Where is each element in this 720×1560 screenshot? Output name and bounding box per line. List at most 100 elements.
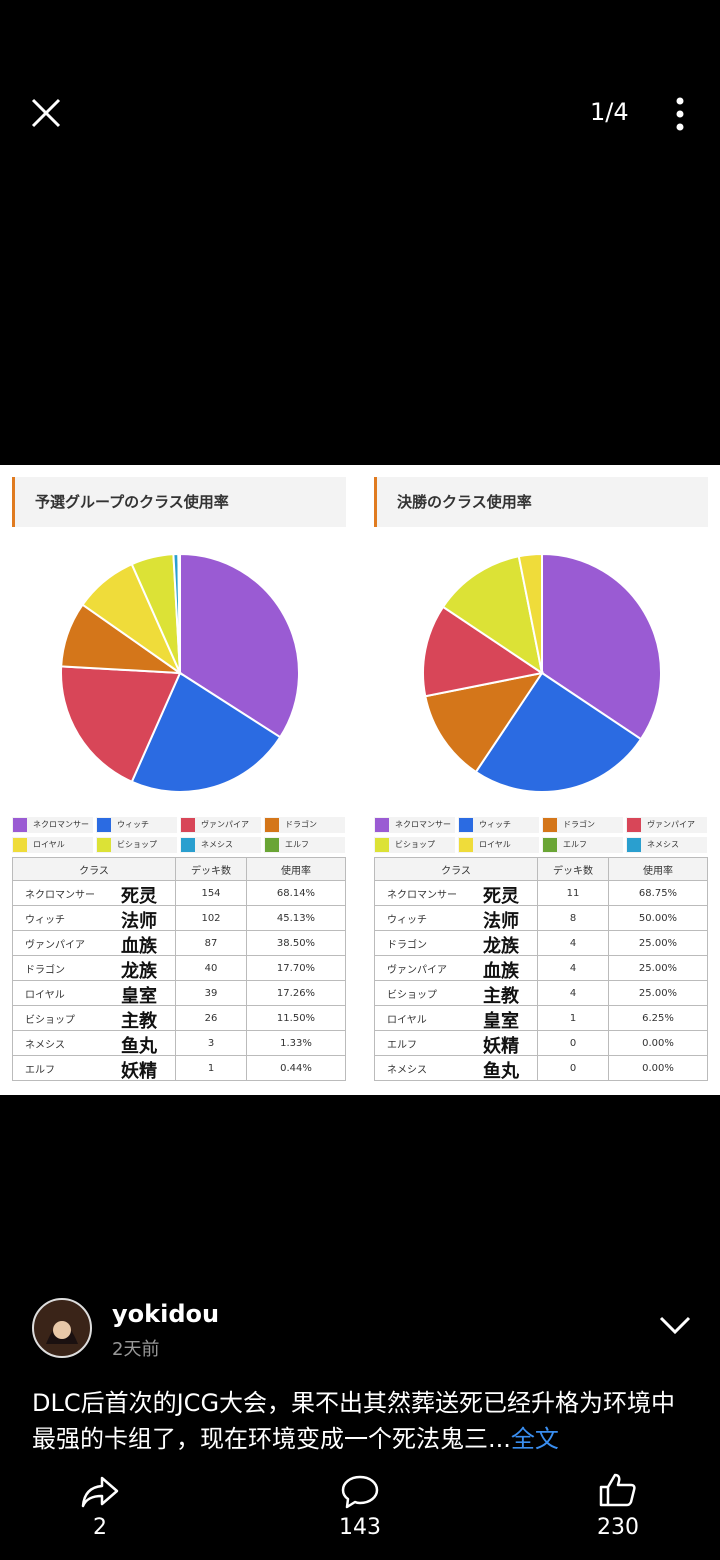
share-count: 2 xyxy=(93,1515,107,1540)
class-name: ウィッチ xyxy=(387,914,427,926)
deck-count: 1 xyxy=(537,1005,609,1031)
post-time: 2天前 xyxy=(112,1339,160,1360)
legend-label: ネクロマンサー xyxy=(33,820,89,829)
table-row: ウィッチ 法师 102 45.13% xyxy=(12,905,346,932)
legend-item: ヴァンパイア xyxy=(180,817,261,833)
deck-count: 154 xyxy=(175,880,247,906)
legend-swatch xyxy=(13,838,27,852)
avatar[interactable] xyxy=(32,1298,92,1358)
legend-swatch xyxy=(459,818,473,832)
usage-rate: 68.75% xyxy=(608,880,708,906)
pie-slice xyxy=(424,671,545,774)
class-name: ドラゴン xyxy=(387,939,427,951)
comment-icon[interactable] xyxy=(340,1474,380,1510)
deck-count: 40 xyxy=(175,955,247,981)
legend-item: エルフ xyxy=(264,837,345,853)
username[interactable]: yokidou xyxy=(112,1300,220,1328)
deck-count: 1 xyxy=(175,1055,247,1081)
legend-label: ネメシス xyxy=(647,840,679,849)
class-translation: 血族 xyxy=(483,961,519,982)
close-button[interactable] xyxy=(30,97,62,129)
class-translation: 龙族 xyxy=(483,936,519,957)
table-row: ネクロマンサー 死灵 154 68.14% xyxy=(12,880,346,907)
class-cell: ウィッチ 法师 xyxy=(374,905,538,932)
class-name: ネクロマンサー xyxy=(387,889,457,901)
legend-item: ドラゴン xyxy=(542,817,623,833)
legend-item: ビショップ xyxy=(374,837,455,853)
read-more[interactable]: 全文 xyxy=(510,1425,559,1453)
legend-swatch xyxy=(97,838,111,852)
legend-swatch xyxy=(97,818,111,832)
more-button[interactable] xyxy=(672,96,688,132)
chart-title: 決勝のクラス使用率 xyxy=(374,477,708,527)
legend-label: ドラゴン xyxy=(285,820,317,829)
class-translation: 死灵 xyxy=(121,886,157,907)
page-indicator: 1/4 xyxy=(590,98,629,126)
class-cell: エルフ 妖精 xyxy=(374,1030,538,1057)
pie-slice xyxy=(422,605,545,698)
pie-slice xyxy=(177,552,181,674)
like-count: 230 xyxy=(597,1515,639,1540)
table-row: エルフ 妖精 0 0.00% xyxy=(374,1030,708,1057)
usage-rate: 45.13% xyxy=(246,905,346,931)
table-row: エルフ 妖精 1 0.44% xyxy=(12,1055,346,1082)
table-header: クラス デッキ数 使用率 xyxy=(12,857,346,881)
table-row: ヴァンパイア 血族 4 25.00% xyxy=(374,955,708,982)
usage-rate: 50.00% xyxy=(608,905,708,931)
class-cell: ビショップ 主教 xyxy=(374,980,538,1007)
class-cell: ネメシス 鱼丸 xyxy=(374,1055,538,1082)
usage-rate: 0.44% xyxy=(246,1055,346,1081)
class-cell: ヴァンパイア 血族 xyxy=(12,930,176,957)
class-translation: 法师 xyxy=(483,911,519,932)
legend-swatch xyxy=(459,838,473,852)
legend-label: エルフ xyxy=(563,840,587,849)
legend-label: ロイヤル xyxy=(33,840,65,849)
class-cell: エルフ 妖精 xyxy=(12,1055,176,1082)
usage-rate: 25.00% xyxy=(608,930,708,956)
usage-rate: 68.14% xyxy=(246,880,346,906)
legend-item: ビショップ xyxy=(96,837,177,853)
expand-button[interactable] xyxy=(658,1314,692,1336)
class-name: エルフ xyxy=(25,1064,55,1076)
pie-chart xyxy=(60,552,300,793)
legend-item: ヴァンパイア xyxy=(626,817,707,833)
class-name: ヴァンパイア xyxy=(387,964,447,976)
class-translation: 鱼丸 xyxy=(121,1036,157,1057)
class-cell: ビショップ 主教 xyxy=(12,1005,176,1032)
usage-rate: 11.50% xyxy=(246,1005,346,1031)
table-row: ウィッチ 法师 8 50.00% xyxy=(374,905,708,932)
share-icon[interactable] xyxy=(80,1474,120,1510)
table-row: ネメシス 鱼丸 0 0.00% xyxy=(374,1055,708,1082)
class-translation: 龙族 xyxy=(121,961,157,982)
table-row: ビショップ 主教 26 11.50% xyxy=(12,1005,346,1032)
header-cell: クラス xyxy=(12,857,176,881)
class-name: ロイヤル xyxy=(25,989,65,1001)
post-image[interactable]: 予選グループのクラス使用率 ネクロマンサー ウィッチ ヴァンパイア ドラゴン ロイヤル ビシ… xyxy=(0,465,720,1095)
legend-label: ネメシス xyxy=(201,840,233,849)
usage-rate: 6.25% xyxy=(608,1005,708,1031)
deck-count: 4 xyxy=(537,955,609,981)
legend-item: ネメシス xyxy=(626,837,707,853)
legend-label: ヴァンパイア xyxy=(201,820,249,829)
like-icon[interactable] xyxy=(598,1472,638,1508)
table-header: クラス デッキ数 使用率 xyxy=(374,857,708,881)
legend-swatch xyxy=(543,838,557,852)
post-text: DLC后首次的JCG大会，果不出其然葬送死已经升格为环境中最强的卡组了，现在环境… xyxy=(32,1385,682,1457)
usage-rate: 25.00% xyxy=(608,980,708,1006)
class-cell: ネクロマンサー 死灵 xyxy=(12,880,176,907)
class-translation: 血族 xyxy=(121,936,157,957)
deck-count: 0 xyxy=(537,1030,609,1056)
header-cell: デッキ数 xyxy=(175,857,247,881)
class-name: ビショップ xyxy=(25,1014,75,1026)
legend-label: ビショップ xyxy=(395,840,435,849)
class-translation: 皇室 xyxy=(121,986,157,1007)
deck-count: 4 xyxy=(537,980,609,1006)
chart-panel: 決勝のクラス使用率 ネクロマンサー ウィッチ ドラゴン ヴァンパイア ビショップ ロイヤルエ… xyxy=(374,477,708,1082)
usage-rate: 38.50% xyxy=(246,930,346,956)
deck-count: 11 xyxy=(537,880,609,906)
deck-count: 0 xyxy=(537,1055,609,1081)
chart-panel: 予選グループのクラス使用率 ネクロマンサー ウィッチ ヴァンパイア ドラゴン ロイヤル ビシ… xyxy=(12,477,346,1082)
table-row: ドラゴン 龙族 40 17.70% xyxy=(12,955,346,982)
legend-swatch xyxy=(181,838,195,852)
